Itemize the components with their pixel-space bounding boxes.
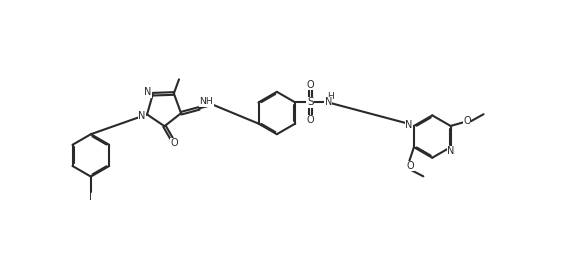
Text: H: H	[327, 92, 333, 101]
Text: N: N	[138, 111, 146, 121]
Text: N: N	[144, 87, 151, 97]
Text: N: N	[405, 120, 413, 130]
Text: S: S	[307, 97, 314, 107]
Text: O: O	[463, 116, 471, 126]
Text: O: O	[170, 138, 178, 148]
Text: NH: NH	[200, 97, 213, 106]
Text: I: I	[90, 192, 93, 202]
Text: N: N	[325, 97, 332, 107]
Text: O: O	[307, 80, 314, 90]
Text: O: O	[307, 115, 314, 125]
Text: N: N	[448, 146, 455, 156]
Text: O: O	[407, 161, 414, 171]
